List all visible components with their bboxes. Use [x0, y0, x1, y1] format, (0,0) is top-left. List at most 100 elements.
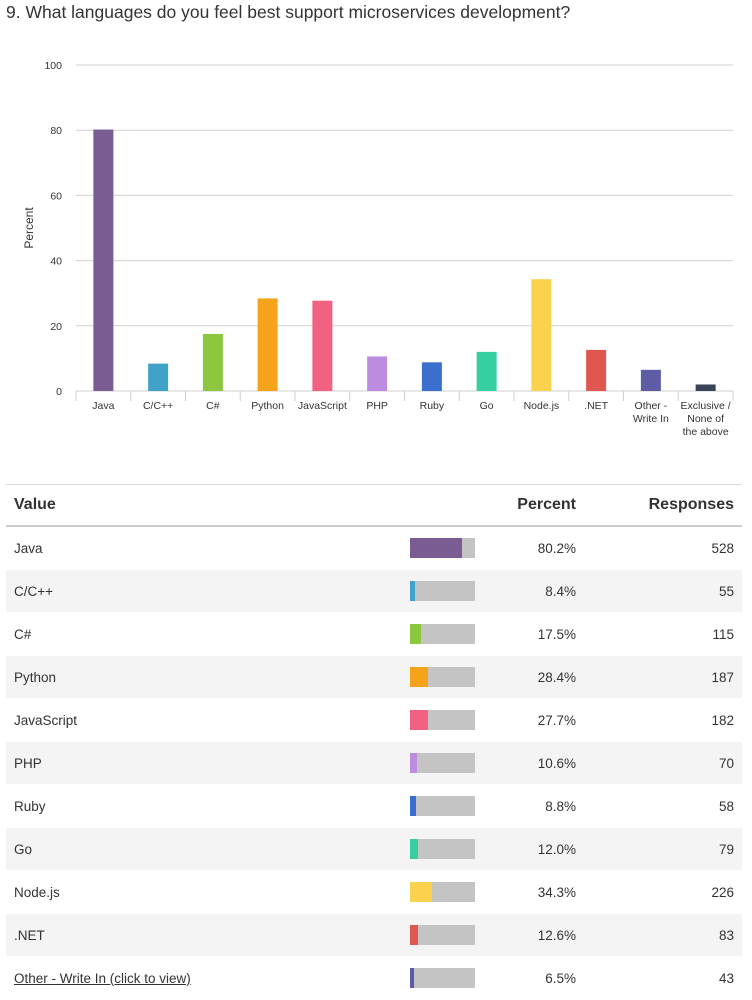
row-bar-cell: [402, 569, 508, 613]
write-in-link[interactable]: Other - Write In (click to view): [6, 956, 402, 1000]
bar-chart: 0 20 40 60 80 100 Percent Java C/C++ C# Python Java…: [22, 60, 734, 438]
row-bar-cell: [402, 784, 508, 828]
row-responses: 187: [584, 655, 742, 699]
row-value: C/C++: [6, 569, 402, 613]
x-tick-label: Other -: [635, 400, 668, 412]
x-tick-label: None of: [687, 413, 724, 425]
percent-bar: [410, 710, 475, 730]
table-row: Node.js 34.3% 226: [6, 870, 742, 914]
table-row: JavaScript 27.7% 182: [6, 698, 742, 742]
x-tick-label: the above: [683, 426, 729, 438]
percent-bar: [410, 839, 475, 859]
row-percent: 80.2%: [508, 526, 584, 570]
percent-bar: [410, 538, 475, 558]
x-tick-label: C#: [206, 400, 220, 412]
bar: [531, 279, 552, 391]
row-responses: 43: [584, 956, 742, 1000]
x-tick-label: Java: [92, 400, 114, 412]
table-row: Python 28.4% 187: [6, 655, 742, 699]
results-table: Value Percent Responses Java 80.2% 528 C/C+…: [6, 484, 742, 1000]
row-responses: 182: [584, 698, 742, 742]
row-responses: 226: [584, 870, 742, 914]
percent-bar-fill: [410, 538, 463, 558]
percent-bar: [410, 968, 475, 988]
bar: [640, 369, 661, 391]
bar: [695, 384, 716, 391]
percent-bar: [410, 753, 475, 773]
bar: [148, 363, 169, 391]
row-bar-cell: [402, 827, 508, 871]
row-value: Python: [6, 655, 402, 699]
percent-bar-fill: [410, 968, 415, 988]
percent-bar-fill: [410, 796, 416, 816]
row-percent: 12.6%: [508, 913, 584, 957]
row-value: Go: [6, 827, 402, 871]
row-bar-cell: [402, 741, 508, 785]
row-responses: 70: [584, 741, 742, 785]
bar: [476, 351, 497, 391]
question-title: 9. What languages do you feel best suppo…: [6, 2, 571, 22]
table-row: .NET 12.6% 83: [6, 913, 742, 957]
table-row: Java 80.2% 528: [6, 526, 742, 570]
table-row: Go 12.0% 79: [6, 827, 742, 871]
y-tick-label: 0: [56, 386, 62, 398]
percent-bar-fill: [410, 753, 417, 773]
row-value: Ruby: [6, 784, 402, 828]
percent-bar-fill: [410, 882, 433, 902]
x-tick-label: JavaScript: [298, 400, 347, 412]
x-tick-label: .NET: [584, 400, 609, 412]
row-percent: 8.4%: [508, 569, 584, 613]
header-percent: Percent: [508, 484, 584, 527]
row-bar-cell: [402, 655, 508, 699]
table-row: C# 17.5% 115: [6, 612, 742, 656]
table-row: C/C++ 8.4% 55: [6, 569, 742, 613]
x-tick-label: Node.js: [524, 400, 560, 412]
row-value: JavaScript: [6, 698, 402, 742]
bar: [586, 349, 607, 391]
table-row: PHP 10.6% 70: [6, 741, 742, 785]
percent-bar-fill: [410, 839, 418, 859]
percent-bar-fill: [410, 581, 416, 601]
bar: [257, 298, 278, 391]
percent-bar: [410, 925, 475, 945]
header-bar: [402, 484, 508, 527]
percent-bar-fill: [410, 710, 428, 730]
header-value: Value: [6, 484, 402, 527]
row-percent: 8.8%: [508, 784, 584, 828]
y-tick-label: 80: [50, 125, 62, 137]
y-tick-label: 20: [50, 321, 62, 333]
row-bar-cell: [402, 526, 508, 570]
percent-bar: [410, 882, 475, 902]
row-responses: 55: [584, 569, 742, 613]
row-value: C#: [6, 612, 402, 656]
percent-bar-fill: [410, 624, 422, 644]
y-tick-label: 100: [44, 60, 62, 72]
table-header-row: Value Percent Responses: [6, 484, 742, 527]
y-axis-label: Percent: [22, 207, 36, 249]
row-value: Node.js: [6, 870, 402, 914]
row-responses: 58: [584, 784, 742, 828]
row-bar-cell: [402, 612, 508, 656]
x-tick-label: PHP: [366, 400, 388, 412]
x-tick-label: Write In: [633, 413, 669, 425]
row-responses: 83: [584, 913, 742, 957]
row-value: .NET: [6, 913, 402, 957]
row-responses: 79: [584, 827, 742, 871]
x-tick-label: Exclusive /: [681, 400, 731, 412]
x-tick-label: Go: [480, 400, 494, 412]
row-value: PHP: [6, 741, 402, 785]
row-responses: 115: [584, 612, 742, 656]
y-tick-label: 60: [50, 190, 62, 202]
table-row[interactable]: Other - Write In (click to view) 6.5% 43: [6, 956, 742, 1000]
header-responses: Responses: [584, 484, 742, 527]
percent-bar: [410, 667, 475, 687]
row-responses: 528: [584, 526, 742, 570]
row-percent: 28.4%: [508, 655, 584, 699]
bar: [367, 356, 388, 391]
row-percent: 10.6%: [508, 741, 584, 785]
bar: [93, 129, 114, 391]
row-percent: 6.5%: [508, 956, 584, 1000]
row-percent: 17.5%: [508, 612, 584, 656]
row-percent: 27.7%: [508, 698, 584, 742]
bar: [202, 333, 223, 391]
